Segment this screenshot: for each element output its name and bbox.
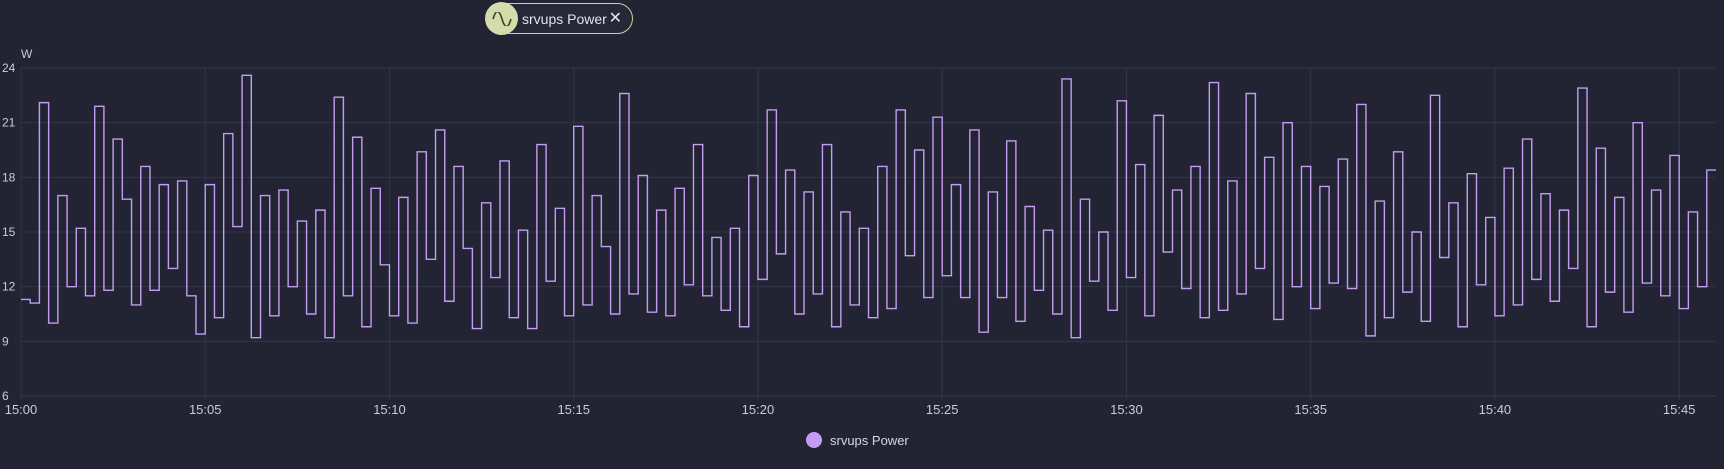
y-tick-label: 21: [2, 116, 16, 130]
x-tick-label: 15:45: [1663, 402, 1696, 417]
y-tick-label: 18: [2, 170, 16, 184]
sine-wave-icon: [485, 2, 518, 35]
x-tick-label: 15:20: [742, 402, 775, 417]
x-tick-label: 15:35: [1294, 402, 1327, 417]
x-tick-label: 15:15: [557, 402, 590, 417]
x-tick-label: 15:10: [373, 402, 406, 417]
x-tick-label: 15:25: [926, 402, 959, 417]
x-axis: 15:00 15:05 15:10 15:15 15:20 15:25 15:30 15:35…: [5, 402, 1696, 417]
legend-label: srvups Power: [830, 432, 909, 448]
y-tick-label: 9: [2, 334, 9, 348]
y-tick-label: 6: [2, 389, 9, 403]
y-tick-label: 24: [2, 61, 16, 75]
x-tick-label: 15:30: [1110, 402, 1143, 417]
y-axis: 6 9 12 15 18 21 24: [2, 61, 16, 403]
filter-chip[interactable]: srvups Power ✕: [485, 2, 633, 35]
y-axis-unit-label: W: [21, 47, 33, 61]
legend-color-dot: [806, 432, 822, 448]
x-tick-label: 15:05: [189, 402, 222, 417]
filter-chip-label: srvups Power: [522, 10, 607, 27]
series-line-srvups-power: [21, 74, 1716, 339]
x-tick-label: 15:40: [1479, 402, 1512, 417]
close-icon[interactable]: ✕: [608, 9, 622, 27]
y-tick-label: 12: [2, 280, 16, 294]
x-tick-label: 15:00: [5, 402, 38, 417]
legend[interactable]: srvups Power: [806, 432, 909, 448]
y-tick-label: 15: [2, 225, 16, 239]
